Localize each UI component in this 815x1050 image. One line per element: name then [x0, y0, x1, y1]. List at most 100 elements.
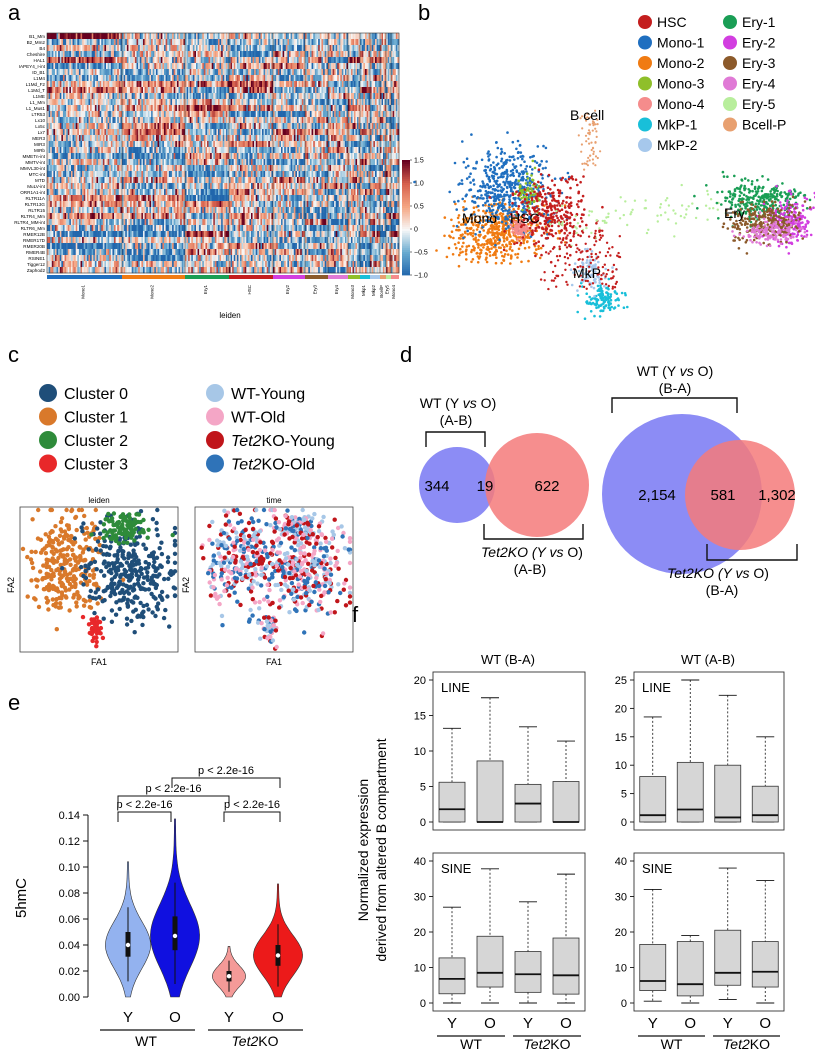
heatmap-cell [134, 33, 137, 40]
heatmap-cell [106, 255, 108, 262]
heatmap-cell [147, 153, 150, 160]
heatmap-cell [70, 159, 73, 166]
heatmap-cell [152, 219, 155, 226]
heatmap-cell [61, 225, 64, 232]
heatmap-cell [173, 99, 176, 106]
heatmap-cell [88, 177, 91, 184]
heatmap-cell [83, 123, 86, 130]
heatmap-cell [109, 81, 112, 88]
heatmap-cell [64, 219, 67, 226]
heatmap-cell [146, 207, 149, 214]
heatmap-cell [155, 99, 158, 106]
heatmap-cell [59, 153, 62, 160]
heatmap-cell [77, 111, 80, 118]
heatmap-cell [168, 225, 171, 232]
heatmap-cell [51, 183, 54, 190]
heatmap-cell [125, 105, 128, 112]
heatmap-cell [51, 75, 54, 82]
heatmap-cell [90, 57, 92, 64]
heatmap-cell [165, 219, 168, 226]
heatmap-cell [115, 177, 118, 184]
heatmap-cell [202, 75, 205, 82]
heatmap-cell [67, 189, 70, 196]
heatmap-cell [93, 189, 96, 196]
heatmap-cell [94, 111, 97, 118]
heatmap-cell [141, 249, 144, 256]
heatmap-cell [126, 45, 129, 52]
heatmap-cell [157, 159, 160, 166]
heatmap-cell [47, 129, 49, 136]
heatmap-cell [168, 171, 171, 178]
heatmap-cell [47, 135, 49, 142]
heatmap-cell [154, 261, 157, 268]
heatmap-cell [109, 189, 112, 196]
heatmap-cell [104, 69, 107, 76]
heatmap-cell [91, 51, 94, 58]
heatmap-cell [91, 81, 94, 88]
heatmap-cell [180, 267, 183, 274]
heatmap-cell [59, 267, 62, 274]
heatmap-cell [155, 57, 158, 64]
heatmap-cell [170, 123, 173, 130]
heatmap-cell [164, 33, 166, 40]
heatmap-cell [141, 99, 144, 106]
heatmap-cell [157, 237, 160, 244]
heatmap-cell [47, 183, 49, 190]
heatmap-cell [99, 243, 102, 250]
heatmap-cell [180, 147, 183, 154]
heatmap-cell [56, 33, 59, 40]
heatmap-cell [54, 147, 57, 154]
heatmap-cell [146, 159, 149, 166]
heatmap-cell [99, 261, 102, 268]
heatmap-cell [66, 105, 69, 112]
heatmap-cell [159, 81, 162, 88]
heatmap-cell [90, 129, 92, 136]
heatmap-cell [149, 81, 152, 88]
heatmap-cell [133, 87, 136, 94]
heatmap-cell [167, 177, 170, 184]
heatmap-row-label: Lx10 [35, 118, 45, 123]
heatmap-cell [61, 39, 64, 46]
heatmap-cell [173, 195, 176, 202]
heatmap-cell [130, 105, 132, 112]
heatmap-cell [69, 105, 72, 112]
heatmap-cell [88, 33, 91, 40]
heatmap-cell [208, 51, 211, 58]
heatmap-cell [172, 45, 174, 52]
heatmap-cell [167, 69, 170, 76]
heatmap-cell [75, 171, 78, 178]
heatmap-cell [157, 51, 160, 58]
heatmap-cell [48, 45, 51, 52]
heatmap-cell [91, 213, 94, 220]
heatmap-cell [54, 177, 57, 184]
heatmap-cell [122, 105, 124, 112]
heatmap-cell [122, 33, 124, 40]
heatmap-cell [211, 33, 214, 40]
heatmap-cell [180, 63, 183, 70]
heatmap-cell [139, 99, 142, 106]
heatmap-cell [123, 225, 126, 232]
heatmap-cell [53, 51, 56, 58]
heatmap-cell [109, 129, 112, 136]
heatmap-cell [86, 243, 89, 250]
heatmap-cell [58, 63, 61, 70]
heatmap-cell [72, 249, 75, 256]
heatmap-cell [69, 81, 72, 88]
heatmap-cell [224, 45, 227, 52]
heatmap-cell [91, 93, 94, 100]
heatmap-cell [172, 189, 174, 196]
heatmap-cell [178, 147, 181, 154]
heatmap-cell [58, 81, 61, 88]
heatmap-cell [123, 69, 126, 76]
heatmap-cell [66, 165, 69, 172]
heatmap-cell [128, 237, 131, 244]
heatmap-cell [133, 255, 136, 262]
heatmap-cell [96, 183, 99, 190]
heatmap-cell [66, 171, 69, 178]
heatmap-cell [66, 39, 69, 46]
heatmap-cell [77, 51, 80, 58]
heatmap-cell [91, 195, 94, 202]
heatmap-cell [221, 39, 224, 46]
heatmap-cell [101, 117, 104, 124]
heatmap-cell [102, 93, 105, 100]
